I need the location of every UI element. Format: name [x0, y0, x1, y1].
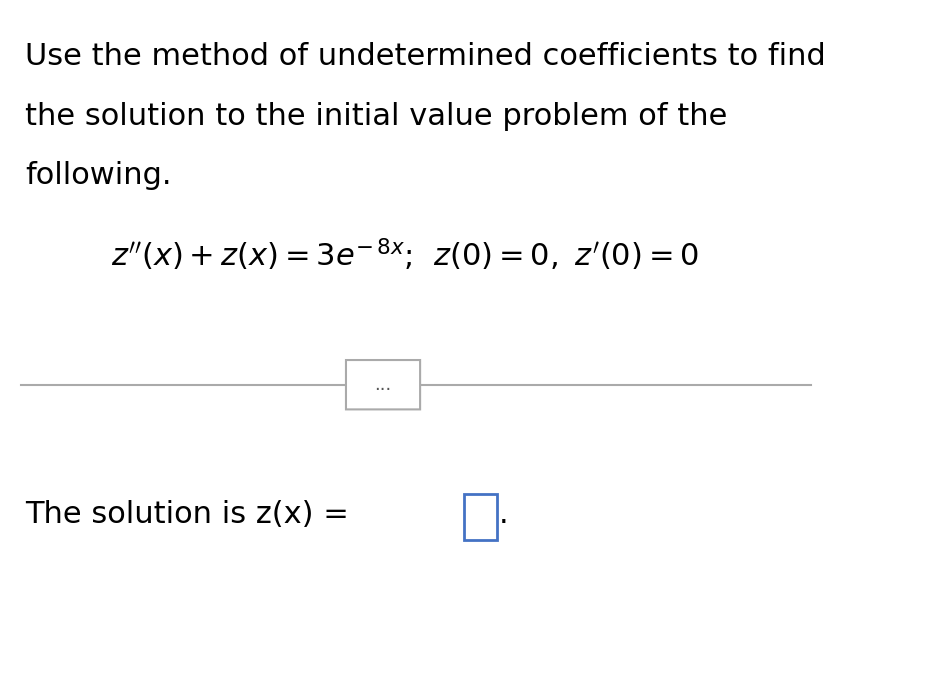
Text: the solution to the initial value problem of the: the solution to the initial value proble…	[25, 101, 727, 130]
Text: The solution is z(x) =: The solution is z(x) =	[25, 500, 358, 530]
Text: .: .	[499, 500, 509, 530]
Text: following.: following.	[25, 161, 171, 190]
Text: $z''(x) + z(x) = 3e^{-\,8x}$;  $z(0) = 0,\ z'(0) = 0$: $z''(x) + z(x) = 3e^{-\,8x}$; $z(0) = 0,…	[112, 236, 699, 273]
FancyBboxPatch shape	[346, 360, 420, 409]
FancyBboxPatch shape	[346, 360, 420, 409]
Text: ...: ...	[375, 375, 392, 393]
FancyBboxPatch shape	[464, 493, 497, 541]
Text: Use the method of undetermined coefficients to find: Use the method of undetermined coefficie…	[25, 42, 826, 71]
